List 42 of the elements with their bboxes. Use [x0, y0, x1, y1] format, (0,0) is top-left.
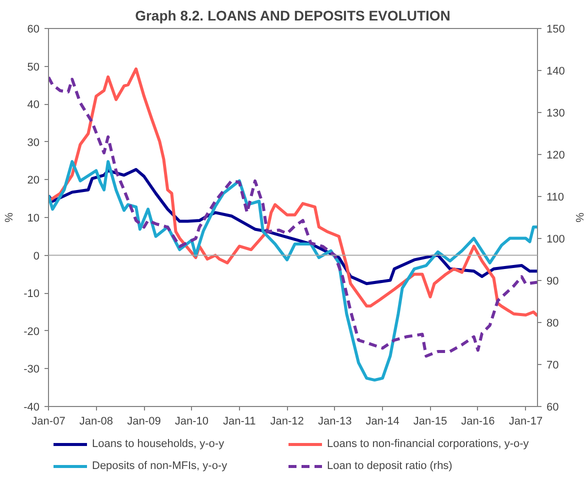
y-tick-label: 30: [27, 136, 40, 149]
x-tick-label: Jan-17: [508, 416, 543, 428]
chart-title: Graph 8.2. LOANS AND DEPOSITS EVOLUTION: [135, 8, 450, 24]
y-tick-label: 20: [27, 174, 40, 187]
x-tick-label: Jan-11: [222, 416, 256, 428]
x-tick-label: Jan-13: [318, 416, 352, 428]
line-series: [48, 76, 538, 358]
y-tick-label: 0: [33, 250, 40, 262]
y-tick-label: 50: [27, 61, 40, 74]
x-tick-label: Jan-09: [127, 416, 161, 428]
x-tick-label: Jan-14: [366, 416, 400, 428]
y2-tick-label: 140: [546, 66, 565, 78]
y2-tick-label: 60: [546, 402, 559, 414]
x-tick-label: Jan-10: [174, 416, 209, 428]
line-series: [48, 160, 538, 382]
y2-tick-label: 120: [546, 150, 565, 162]
y2-axis-title: %: [572, 212, 585, 223]
legend-label: Deposits of non-MFIs, y-o-y: [92, 460, 228, 472]
y2-tick-label: 100: [546, 234, 565, 246]
y-tick-label: -20: [24, 326, 40, 338]
y2-tick-label: 110: [546, 192, 564, 204]
x-tick-label: Jan-07: [32, 416, 66, 428]
y2-tick-label: 90: [546, 276, 559, 288]
legend-label: Loan to deposit ratio (rhs): [327, 460, 454, 472]
x-tick-label: Jan-15: [413, 416, 448, 428]
y-tick-label: -40: [24, 402, 40, 414]
y2-tick-label: 150: [546, 24, 565, 36]
line-series: [48, 67, 538, 318]
legend-label: Loans to non-financial corporations, y-o-y: [327, 438, 529, 450]
y2-tick-label: 80: [546, 318, 559, 330]
y-tick-label: 10: [27, 212, 40, 224]
y-axis-title: %: [4, 212, 16, 222]
y-tick-label: 40: [27, 99, 40, 112]
legend-label: Loans to households, y-o-y: [92, 438, 226, 450]
x-tick-label: Jan-16: [461, 416, 495, 428]
y2-tick-label: 130: [546, 108, 565, 120]
x-tick-label: Jan-08: [79, 416, 114, 428]
y-tick-label: -30: [24, 364, 40, 376]
y2-tick-label: 70: [546, 360, 559, 372]
x-tick-label: Jan-12: [270, 416, 304, 428]
y-tick-label: 60: [27, 24, 40, 36]
y-tick-label: -10: [24, 288, 40, 300]
